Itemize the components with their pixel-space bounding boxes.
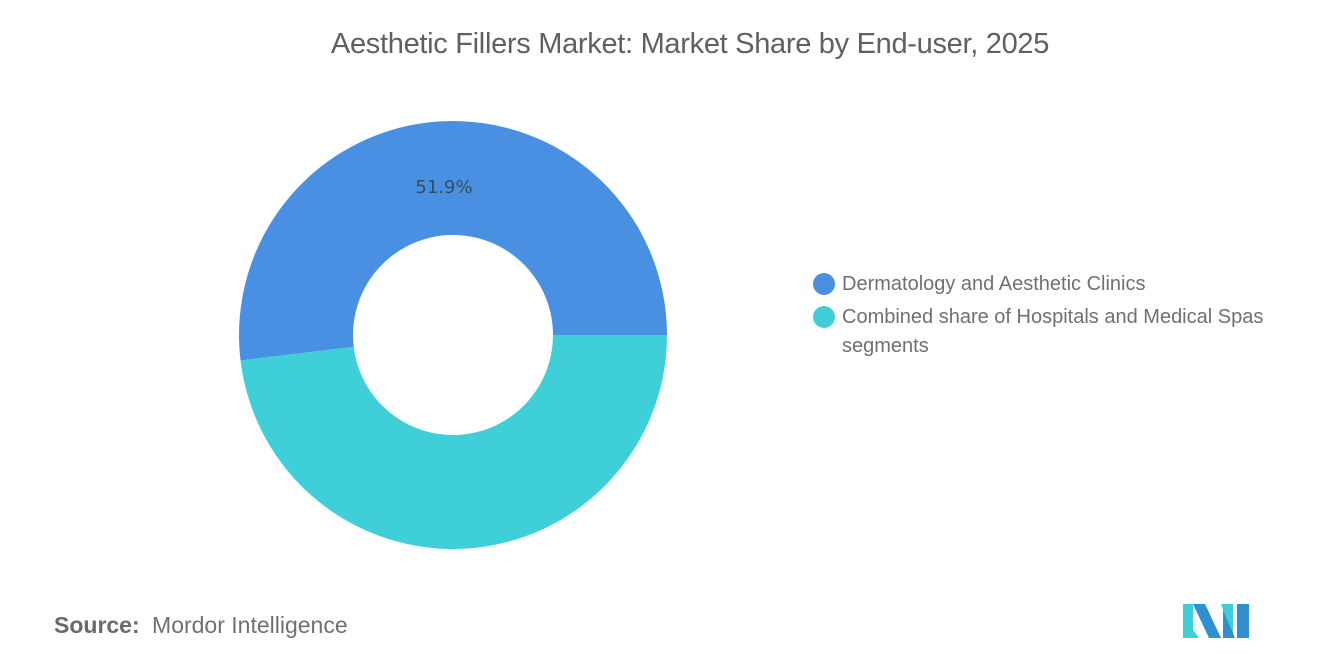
legend-item-hospitals-spas[interactable]: Combined share of Hospitals and Medical … bbox=[813, 303, 1273, 361]
source-key: Source: bbox=[54, 612, 140, 638]
source-note: Source: Mordor Intelligence bbox=[54, 612, 348, 639]
mordor-intelligence-logo-icon bbox=[1183, 604, 1249, 638]
legend: Dermatology and Aesthetic Clinics Combin… bbox=[813, 270, 1273, 365]
legend-dot-icon bbox=[813, 306, 835, 328]
chart-title: Aesthetic Fillers Market: Market Share b… bbox=[330, 28, 1050, 60]
slice-dermatology-clinics[interactable] bbox=[238, 120, 667, 361]
slice-hospitals-medical-spas[interactable] bbox=[240, 335, 667, 549]
legend-item-dermatology[interactable]: Dermatology and Aesthetic Clinics bbox=[813, 270, 1273, 299]
legend-label: Dermatology and Aesthetic Clinics bbox=[842, 273, 1146, 295]
legend-dot-icon bbox=[813, 273, 835, 295]
slice-value-label: 51.9% bbox=[415, 177, 473, 198]
legend-label: Combined share of Hospitals and Medical … bbox=[842, 306, 1264, 357]
source-value: Mordor Intelligence bbox=[152, 612, 348, 638]
